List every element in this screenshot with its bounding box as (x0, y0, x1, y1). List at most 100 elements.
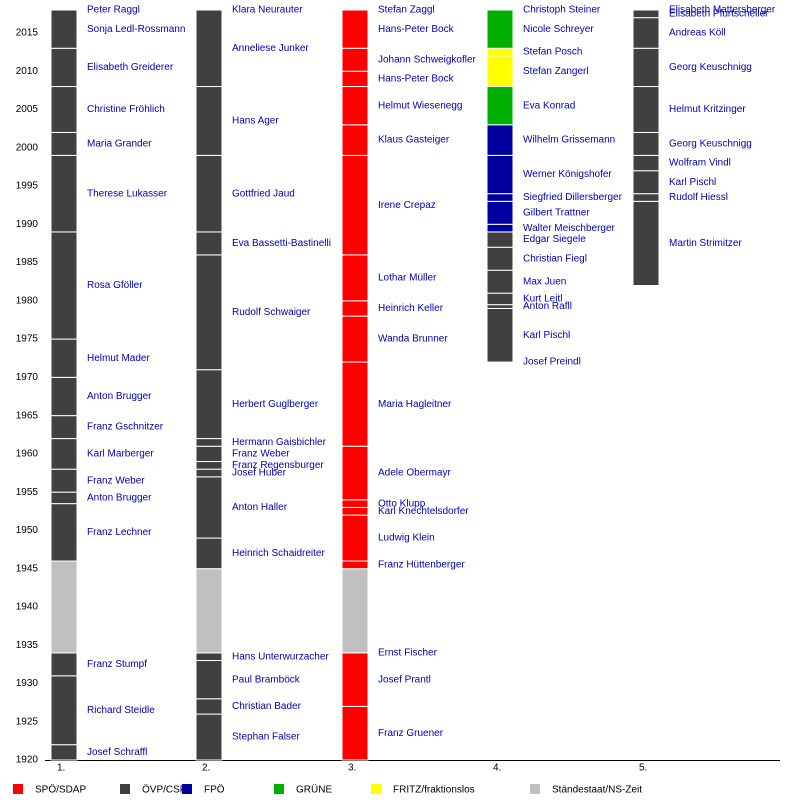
y-tick-label: 1955 (16, 487, 39, 498)
term-bar (50, 154, 78, 233)
column-label: 4. (493, 763, 501, 774)
member-name: Josef Schraffl (87, 747, 147, 758)
term-bar (486, 154, 514, 195)
term-bar (341, 705, 369, 761)
term-bar (341, 568, 369, 654)
legend-label: Ständestaat/NS-Zeit (552, 785, 642, 796)
term-bar (486, 307, 514, 363)
member-name: Max Juen (523, 276, 566, 287)
member-name: Werner Königshofer (523, 169, 612, 180)
term-bar (341, 361, 369, 447)
y-tick-label: 1975 (16, 334, 39, 345)
term-bar (195, 476, 223, 539)
member-name: Heinrich Schaidreiter (232, 548, 325, 559)
term-bar (195, 86, 223, 156)
term-bar (341, 47, 369, 72)
term-bar (486, 231, 514, 248)
y-tick-label: 1920 (16, 755, 39, 766)
member-name: Peter Raggl (87, 5, 140, 16)
member-name: Andreas Köll (669, 28, 726, 39)
term-bar (195, 254, 223, 371)
term-bar (486, 200, 514, 225)
member-name: Irene Crepaz (378, 200, 436, 211)
member-name: Gilbert Trattner (523, 207, 590, 218)
member-name: Anton Haller (232, 502, 288, 513)
member-name: Ludwig Klein (378, 533, 435, 544)
y-tick-label: 2000 (16, 142, 39, 153)
member-name: Rosa Gföller (87, 280, 143, 291)
member-name: Kurt Leitl (523, 294, 562, 305)
term-bar (50, 131, 78, 156)
member-name: Johann Schweigkofler (378, 54, 477, 65)
member-name: Ernst Fischer (378, 647, 438, 658)
member-name: Rudolf Hiessl (669, 192, 728, 203)
term-bar (195, 568, 223, 654)
legend-swatch (13, 784, 23, 794)
member-name: Wanda Brunner (378, 334, 448, 345)
column-label: 1. (57, 763, 65, 774)
y-tick-label: 2010 (16, 66, 39, 77)
member-name: Hans Ager (232, 116, 279, 127)
member-name: Eva Konrad (523, 100, 575, 111)
member-name: Edgar Siegele (523, 234, 586, 245)
member-name: Elisabeth Mattersberger (669, 5, 776, 16)
term-bar (341, 499, 369, 508)
member-name: Franz Regensburger (232, 460, 324, 471)
term-bar (341, 506, 369, 516)
term-bar (50, 415, 78, 440)
column-label: 3. (348, 763, 356, 774)
term-bar (341, 652, 369, 707)
member-name: Hans-Peter Bock (378, 24, 455, 35)
member-name: Franz Stumpf (87, 659, 147, 670)
member-name: Karl Pischl (669, 177, 716, 188)
term-bar (341, 315, 369, 363)
term-bar (50, 47, 78, 88)
y-tick-label: 2015 (16, 28, 39, 39)
term-bar (195, 231, 223, 256)
member-name: Stefan Posch (523, 47, 582, 58)
term-bar (341, 124, 369, 156)
member-name: Anton Brugger (87, 493, 152, 504)
member-name: Maria Grander (87, 139, 152, 150)
term-bar (632, 17, 660, 49)
member-name: Anton Brugger (87, 391, 152, 402)
member-name: Herbert Guglberger (232, 399, 319, 410)
member-name: Elisabeth Greiderer (87, 62, 174, 73)
member-name: Martin Strimitzer (669, 238, 742, 249)
y-tick-label: 1990 (16, 219, 39, 230)
member-name: Franz Gschnitzer (87, 422, 164, 433)
member-name: Rudolf Schwaiger (232, 307, 311, 318)
member-name: Adele Obermayr (378, 468, 451, 479)
member-name: Stephan Falser (232, 732, 300, 743)
member-name: Hans Unterwurzacher (232, 651, 329, 662)
member-name: Eva Bassetti-Bastinelli (232, 238, 331, 249)
member-name: Christine Fröhlich (87, 104, 165, 115)
term-bar (195, 652, 223, 662)
term-bar (486, 47, 514, 57)
term-bar (486, 9, 514, 49)
y-tick-label: 1940 (16, 602, 39, 613)
member-name: Karl Pischl (523, 330, 570, 341)
member-name: Helmut Mader (87, 353, 150, 364)
member-name: Helmut Wiesenegg (378, 100, 462, 111)
member-name: Franz Weber (87, 475, 145, 486)
term-bar (341, 514, 369, 562)
term-bar (632, 170, 660, 195)
term-bar (341, 300, 369, 317)
y-tick-label: 1965 (16, 410, 39, 421)
legend-label: ÖVP/CSP (142, 784, 187, 796)
legend-swatch (274, 784, 284, 794)
term-bar (50, 675, 78, 746)
term-bar (50, 468, 78, 493)
term-bar (341, 154, 369, 256)
member-name: Stefan Zangerl (523, 66, 589, 77)
term-bar (341, 70, 369, 88)
term-bar (632, 200, 660, 287)
term-bar (486, 292, 514, 306)
term-bar (486, 246, 514, 271)
term-bar (195, 445, 223, 463)
term-bar (341, 254, 369, 302)
term-bar (195, 154, 223, 233)
member-name: Elisabeth Pfurtscheller (669, 8, 769, 19)
member-name: Franz Lechner (87, 527, 152, 538)
